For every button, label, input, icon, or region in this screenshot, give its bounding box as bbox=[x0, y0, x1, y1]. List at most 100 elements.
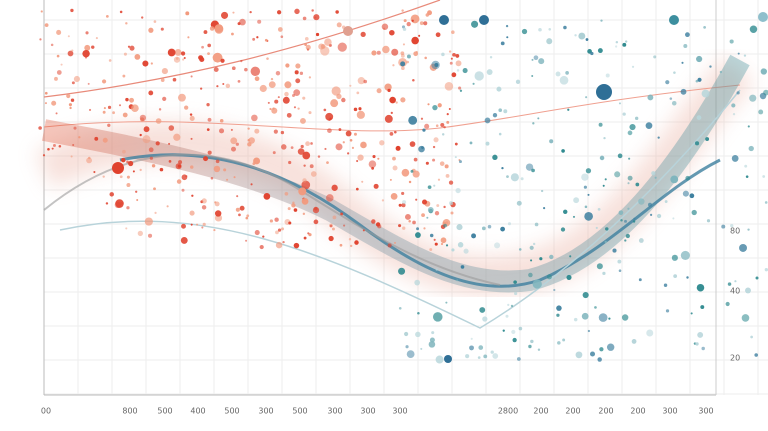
dot bbox=[686, 276, 689, 279]
dot bbox=[275, 241, 283, 249]
dot bbox=[435, 124, 439, 127]
dot bbox=[669, 15, 679, 25]
dot bbox=[180, 236, 188, 244]
dot bbox=[520, 177, 524, 181]
dot bbox=[404, 331, 409, 337]
dot bbox=[139, 133, 142, 137]
axis-label: 200 bbox=[598, 407, 613, 416]
dot bbox=[252, 37, 256, 41]
dot bbox=[356, 110, 365, 119]
dot bbox=[671, 100, 677, 106]
axis-label: 200 bbox=[565, 407, 580, 416]
dot bbox=[317, 155, 321, 158]
dot bbox=[240, 59, 243, 63]
dot bbox=[239, 18, 246, 26]
dot bbox=[650, 213, 653, 216]
dot bbox=[618, 210, 624, 216]
dot bbox=[230, 137, 238, 145]
dot bbox=[628, 157, 631, 160]
dot bbox=[594, 306, 597, 309]
dot bbox=[596, 84, 612, 100]
dot bbox=[429, 248, 433, 252]
dot bbox=[252, 162, 256, 166]
dot bbox=[218, 128, 225, 134]
dot bbox=[445, 173, 450, 178]
dot bbox=[510, 304, 514, 308]
dot bbox=[721, 224, 726, 229]
dot bbox=[44, 91, 48, 95]
dot bbox=[143, 126, 150, 133]
dot bbox=[249, 10, 252, 14]
dot bbox=[424, 56, 427, 60]
dot bbox=[147, 233, 153, 238]
dot bbox=[175, 163, 182, 170]
dot bbox=[102, 175, 105, 178]
dot bbox=[68, 103, 72, 107]
dot bbox=[400, 97, 406, 103]
dot bbox=[743, 54, 747, 57]
dot bbox=[665, 309, 670, 313]
dot bbox=[638, 278, 642, 282]
dot bbox=[747, 125, 750, 128]
dot bbox=[445, 301, 448, 304]
dot bbox=[288, 221, 292, 225]
dot bbox=[436, 204, 440, 208]
dot bbox=[402, 200, 407, 205]
dot bbox=[337, 42, 347, 52]
dot bbox=[207, 52, 210, 56]
dot bbox=[614, 171, 621, 178]
dot bbox=[496, 86, 502, 92]
dot bbox=[605, 227, 609, 231]
dot bbox=[444, 82, 454, 91]
dot bbox=[410, 169, 414, 173]
dot bbox=[459, 160, 462, 164]
dot bbox=[451, 30, 455, 34]
dot bbox=[634, 116, 639, 121]
dot bbox=[625, 233, 630, 239]
dot bbox=[469, 141, 473, 145]
axis-label: 400 bbox=[190, 407, 205, 416]
dot bbox=[414, 279, 421, 286]
axis-label: 300 bbox=[662, 407, 677, 416]
dot bbox=[136, 199, 139, 202]
dot bbox=[624, 239, 627, 242]
dot bbox=[408, 219, 411, 223]
dot bbox=[293, 106, 296, 109]
dot bbox=[432, 158, 436, 162]
dot bbox=[537, 117, 540, 120]
dot bbox=[450, 57, 453, 60]
dot bbox=[393, 241, 397, 244]
dot bbox=[412, 78, 415, 82]
dot bbox=[107, 123, 111, 127]
dot bbox=[103, 107, 106, 110]
dot bbox=[284, 91, 289, 97]
dot bbox=[300, 144, 304, 149]
dot bbox=[419, 21, 424, 26]
dot bbox=[324, 147, 327, 151]
dot bbox=[401, 191, 405, 195]
dot bbox=[741, 314, 750, 322]
dot bbox=[220, 58, 225, 63]
dot bbox=[703, 25, 706, 29]
dot bbox=[275, 71, 281, 76]
dot bbox=[354, 240, 359, 245]
dot bbox=[293, 89, 301, 97]
dot bbox=[441, 52, 445, 57]
dot bbox=[705, 137, 710, 141]
dot bbox=[565, 71, 569, 75]
dot bbox=[454, 142, 458, 146]
dot bbox=[695, 79, 699, 83]
dot bbox=[434, 242, 438, 246]
dot bbox=[435, 268, 438, 271]
dot bbox=[633, 217, 636, 220]
dot bbox=[538, 27, 542, 32]
dot bbox=[248, 137, 255, 144]
dot bbox=[412, 170, 420, 178]
dot bbox=[266, 57, 269, 60]
dot bbox=[245, 239, 248, 242]
dot bbox=[672, 258, 676, 261]
dot bbox=[494, 242, 501, 249]
dot bbox=[604, 240, 607, 244]
dot bbox=[615, 40, 619, 44]
dot bbox=[764, 267, 768, 272]
